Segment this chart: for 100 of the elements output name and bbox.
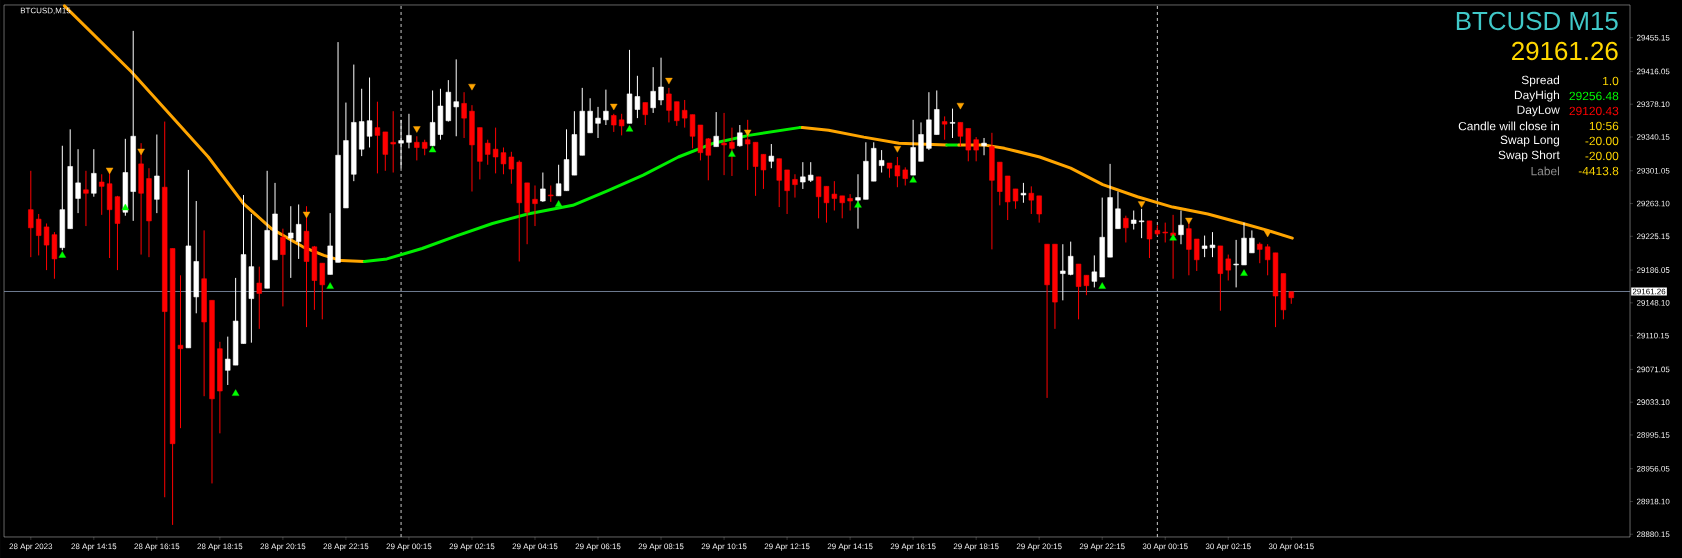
annotation: DayHigh	[1514, 90, 1560, 102]
candlestick	[1264, 243, 1271, 276]
candlestick	[658, 57, 664, 106]
candlestick	[831, 180, 838, 212]
annotation: 29161.26	[1512, 41, 1618, 61]
candlestick	[618, 113, 625, 136]
candlestick	[532, 184, 538, 227]
candlestick	[548, 184, 554, 203]
candlestick	[1036, 195, 1042, 224]
candlestick	[839, 195, 845, 219]
candlestick	[99, 173, 105, 216]
point	[105, 167, 114, 175]
point	[137, 148, 145, 156]
candlestick	[776, 158, 782, 208]
candlestick	[847, 193, 853, 212]
point	[468, 83, 476, 91]
candlestick	[682, 99, 688, 129]
candlestick	[1091, 254, 1097, 288]
point	[854, 201, 862, 208]
candlestick	[75, 148, 81, 214]
line-series	[362, 126, 804, 263]
candlestick	[406, 113, 412, 149]
point	[1185, 217, 1193, 225]
candlestick	[611, 113, 617, 133]
candlestick	[374, 101, 381, 174]
candlestick	[225, 336, 231, 386]
point	[1240, 269, 1248, 276]
line-series	[957, 143, 1294, 240]
point	[121, 203, 129, 211]
annotation: 29256.48	[1569, 91, 1619, 101]
candlestick	[784, 169, 790, 215]
candlestick	[154, 134, 160, 214]
candlestick	[902, 166, 908, 186]
candlestick	[800, 161, 806, 190]
candlestick	[295, 203, 302, 260]
candlestick	[650, 66, 656, 114]
annotation: -20.00	[1585, 136, 1619, 146]
candlestick	[1123, 215, 1129, 243]
candlestick	[737, 124, 743, 148]
candlestick	[1115, 191, 1121, 230]
point	[744, 129, 752, 137]
candlestick	[1012, 188, 1019, 210]
candlestick	[957, 121, 964, 148]
point	[728, 150, 736, 157]
point	[413, 126, 421, 133]
point	[1098, 282, 1106, 289]
candlestick	[595, 106, 601, 139]
point	[665, 77, 673, 85]
point	[58, 251, 66, 258]
candlestick	[642, 102, 648, 126]
candlestick	[28, 170, 34, 258]
candlestick	[485, 139, 491, 166]
candlestick	[941, 115, 948, 141]
candlestick	[1146, 220, 1153, 259]
annotation: 10:56	[1589, 121, 1619, 131]
candlestick	[1178, 210, 1184, 245]
annotation: 1.0	[1603, 76, 1619, 86]
point	[625, 125, 634, 132]
point	[326, 282, 334, 289]
candlestick	[745, 119, 751, 171]
point	[893, 146, 902, 153]
candlestick	[256, 266, 262, 330]
candlestick	[674, 101, 680, 127]
candlestick	[768, 143, 774, 169]
candlestick	[461, 91, 467, 139]
candlestick	[83, 170, 89, 227]
candlestick	[1060, 243, 1066, 301]
annotation: BTCUSD M15	[1456, 11, 1618, 31]
candlestick	[91, 148, 97, 198]
candlestick	[1194, 238, 1200, 272]
point	[554, 200, 563, 207]
candlestick	[721, 112, 727, 176]
candlestick	[288, 205, 294, 279]
annotation: Candle will close in	[1458, 121, 1559, 131]
annotation: Swap Short	[1498, 150, 1560, 162]
candlestick	[1225, 254, 1231, 281]
candlestick	[390, 110, 396, 174]
candlestick	[878, 149, 885, 174]
candlestick	[1249, 229, 1255, 254]
point	[428, 145, 437, 153]
annotation: -20.00	[1585, 151, 1619, 161]
candlestick	[1257, 241, 1263, 264]
candlestick	[965, 127, 971, 162]
candlestick	[1138, 208, 1145, 239]
candlestick	[973, 136, 979, 162]
candlestick	[949, 108, 956, 139]
candlestick	[453, 58, 459, 137]
annotation: -4413.8	[1578, 166, 1619, 176]
annotation: Swap Long	[1500, 135, 1560, 147]
candlestick	[713, 111, 719, 148]
candlestick	[587, 97, 593, 134]
candlestick	[382, 131, 388, 172]
candlestick	[540, 172, 546, 203]
point	[1137, 201, 1146, 208]
candlestick	[1162, 222, 1168, 243]
point	[1263, 230, 1272, 238]
candlestick	[414, 135, 420, 161]
candlestick	[792, 173, 798, 199]
candlestick	[1233, 239, 1239, 288]
candlestick	[705, 137, 711, 181]
